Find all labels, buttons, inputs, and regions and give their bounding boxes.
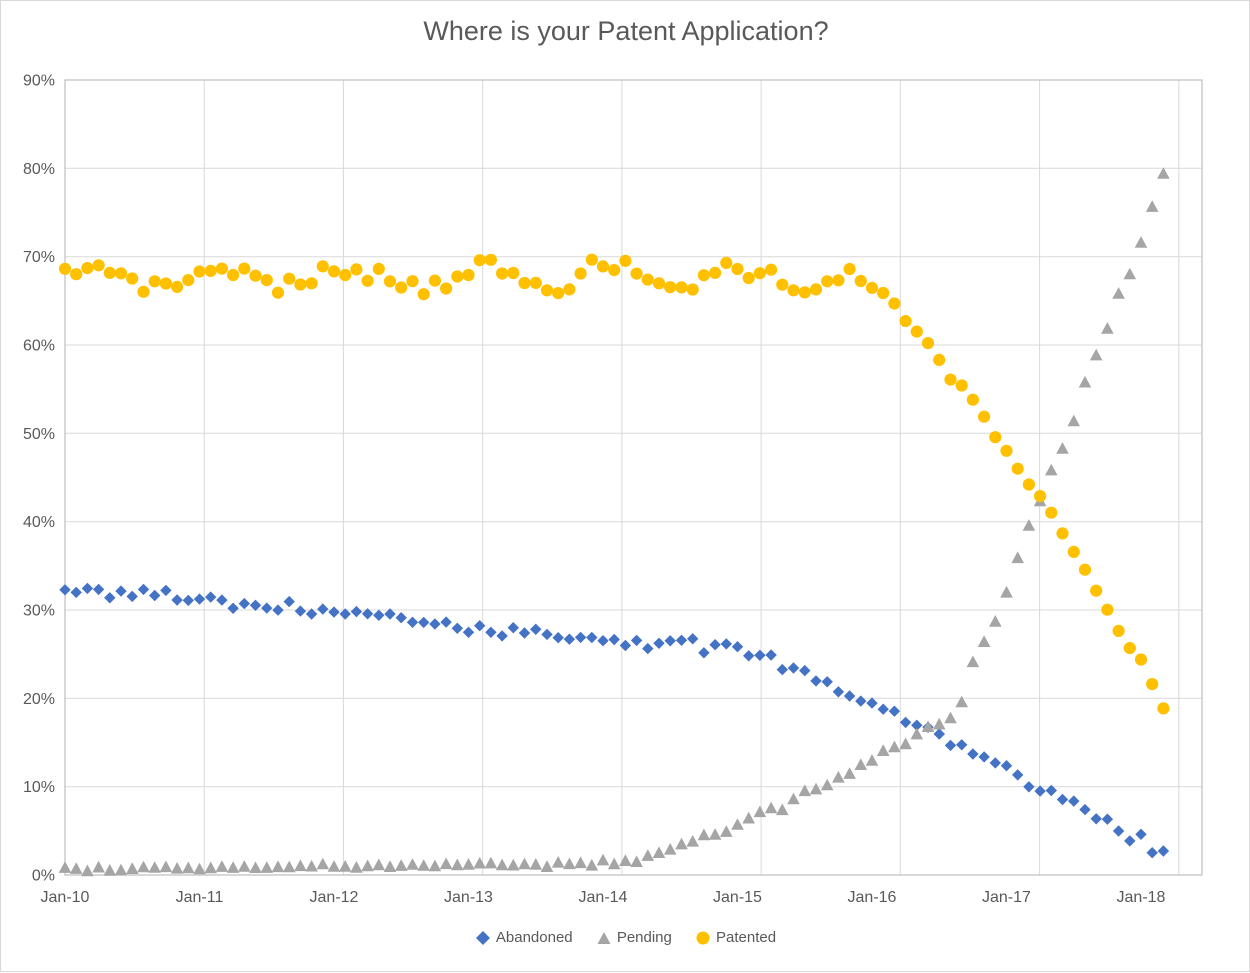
svg-text:20%: 20%	[23, 691, 55, 708]
svg-text:Jan-12: Jan-12	[310, 889, 359, 906]
svg-text:80%: 80%	[23, 161, 55, 178]
svg-text:Jan-13: Jan-13	[444, 889, 493, 906]
svg-text:70%: 70%	[23, 249, 55, 266]
svg-text:0%: 0%	[32, 868, 55, 885]
svg-text:Jan-15: Jan-15	[713, 889, 762, 906]
svg-text:30%: 30%	[23, 603, 55, 620]
svg-text:50%: 50%	[23, 426, 55, 443]
svg-text:90%: 90%	[23, 73, 55, 90]
svg-text:Jan-16: Jan-16	[848, 889, 897, 906]
svg-text:10%: 10%	[23, 779, 55, 796]
svg-text:Jan-18: Jan-18	[1117, 889, 1166, 906]
svg-text:Jan-10: Jan-10	[41, 889, 90, 906]
svg-text:40%: 40%	[23, 514, 55, 531]
svg-text:Jan-14: Jan-14	[579, 889, 628, 906]
svg-text:Jan-11: Jan-11	[176, 889, 224, 906]
svg-text:Jan-17: Jan-17	[982, 889, 1031, 906]
svg-text:60%: 60%	[23, 338, 55, 355]
